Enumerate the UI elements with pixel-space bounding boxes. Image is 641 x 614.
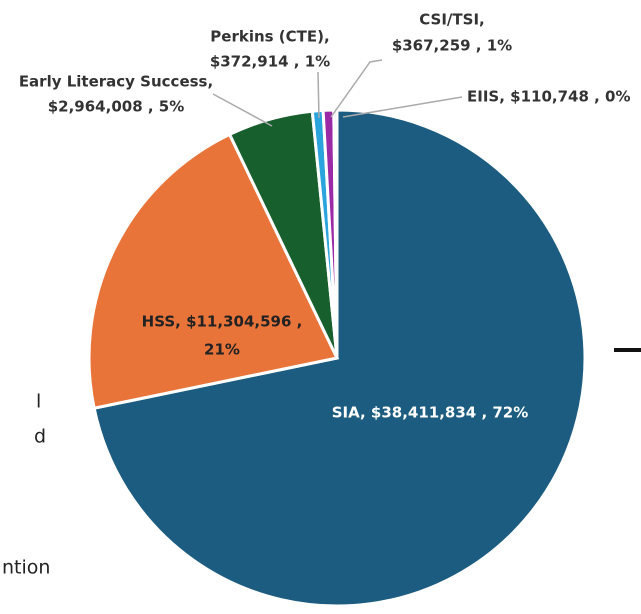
- data-label: HSS, $11,304,596 ,: [142, 313, 303, 331]
- leader-line: [342, 96, 463, 118]
- data-label: $367,259 , 1%: [392, 37, 512, 55]
- fragment-text: l: [36, 391, 41, 413]
- leader-line: [317, 71, 320, 119]
- fragment-text: d: [34, 426, 46, 448]
- fragment-text: ntion: [2, 557, 50, 579]
- data-label: 21%: [204, 341, 240, 359]
- data-label: SIA, $38,411,834 , 72%: [332, 404, 529, 422]
- data-label: $2,964,008 , 5%: [48, 98, 185, 116]
- data-label: CSI/TSI,: [419, 11, 484, 29]
- data-label: Early Literacy Success,: [19, 73, 213, 91]
- pie-slice: [87, 132, 340, 410]
- leader-line: [330, 59, 383, 118]
- data-label: EIIS, $110,748 , 0%: [467, 88, 631, 106]
- data-label: $372,914 , 1%: [210, 53, 330, 71]
- data-label: Perkins (CTE),: [210, 28, 329, 46]
- leader-line: [212, 93, 273, 127]
- pie-slice: [92, 108, 587, 608]
